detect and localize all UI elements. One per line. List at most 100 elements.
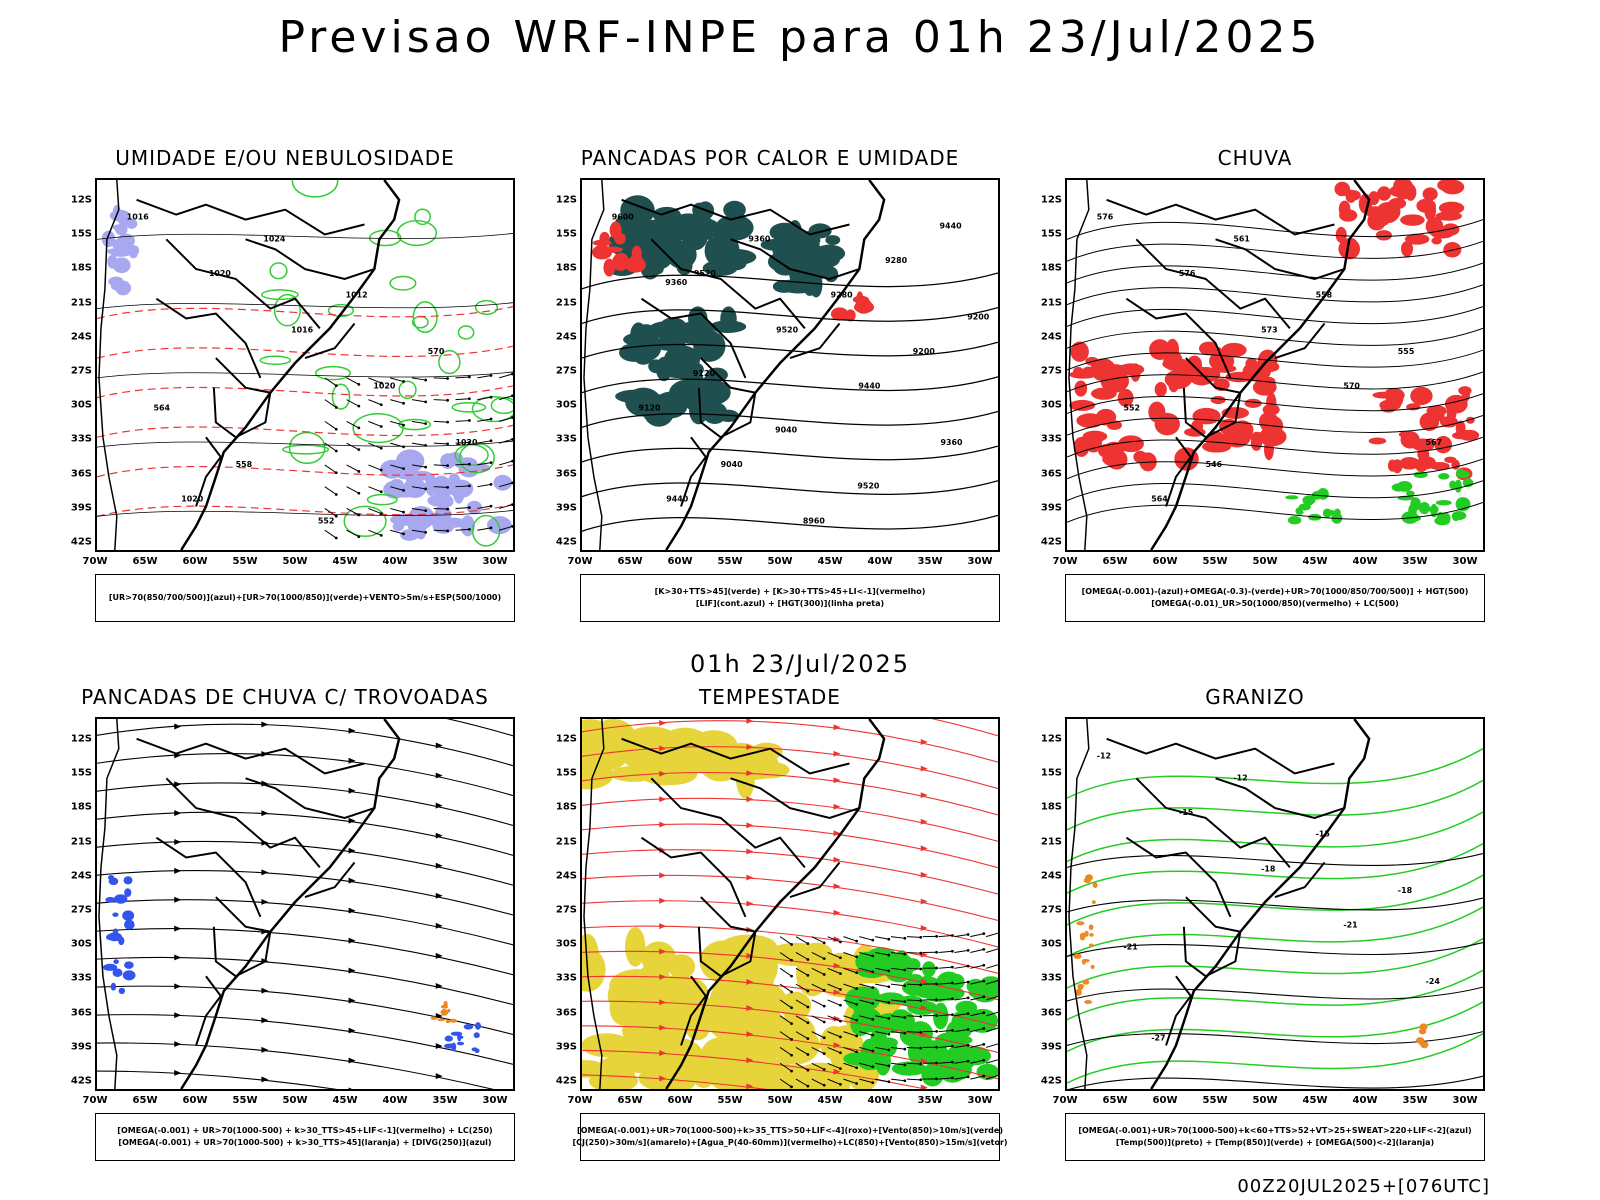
strong-instability-area xyxy=(591,221,646,277)
state-border xyxy=(1165,975,1193,1046)
latitude-tick-label: 36S xyxy=(1040,1007,1062,1019)
contour-label: 9440 xyxy=(666,495,689,504)
panel-title: CHUVA xyxy=(1217,146,1293,170)
contour-label: 9600 xyxy=(612,213,635,222)
state-border xyxy=(155,836,262,918)
latitude-tick-label: 21S xyxy=(1040,297,1062,309)
legend-line: [OMEGA(-0.001) + UR>70(1000-500) + k>30_… xyxy=(118,1138,492,1147)
latitude-tick-label: 12S xyxy=(70,194,92,206)
panel-pancadas-trovoadas: PANCADAS DE CHUVA C/ TROVOADAS 12S 15S 18S 2… xyxy=(50,685,520,1161)
latitude-tick-label: 24S xyxy=(70,870,92,882)
longitude-tick-label: 40W xyxy=(382,1095,408,1106)
longitude-tick-label: 65W xyxy=(132,1095,158,1106)
longitude-tick-label: 50W xyxy=(767,556,793,567)
contour-label: 9360 xyxy=(665,278,688,287)
panel-pancadas-calor: PANCADAS POR CALOR E UMIDADE 12S 15S 18S 21S… xyxy=(535,146,1005,622)
longitude-tick-label: 40W xyxy=(867,556,893,567)
state-border xyxy=(1215,238,1345,280)
legend-box: [OMEGA(-0.001) + UR>70(1000-500) + k>30_… xyxy=(95,1113,515,1161)
west-coastline xyxy=(583,719,605,1089)
longitude-tick-label: 55W xyxy=(232,556,258,567)
panel-title: UMIDADE E/OU NEBULOSIDADE xyxy=(115,146,455,170)
contour-label: 9520 xyxy=(857,482,880,491)
contour-label: 552 xyxy=(318,516,335,525)
longitude-tick-label: 50W xyxy=(1252,1095,1278,1106)
legend-line: [LIF](cont.azul) + [HGT(300)](linha pret… xyxy=(695,599,885,608)
latitude-tick-label: 21S xyxy=(1040,836,1062,848)
latitude-tick-label: 33S xyxy=(70,972,92,984)
latitude-tick-label: 15S xyxy=(555,228,577,240)
longitude-tick-label: 65W xyxy=(617,1095,643,1106)
longitude-axis: 70W 65W 60W 55W 50W 45W 40W 35W 30W xyxy=(1053,556,1485,570)
longitude-tick-label: 65W xyxy=(1102,556,1128,567)
legend-line: [UR>70(850/700/500)](azul)+[UR>70(1000/8… xyxy=(108,593,502,602)
latitude-tick-label: 33S xyxy=(70,433,92,445)
contour-label: 9520 xyxy=(776,325,799,334)
contour-label: 9120 xyxy=(693,369,716,378)
latitude-tick-label: 21S xyxy=(555,297,577,309)
state-border xyxy=(245,238,375,280)
map-plot: 576 576 573 570 567 564 561 558 555 552 546 xyxy=(1067,180,1483,550)
latitude-tick-label: 18S xyxy=(555,262,577,274)
east-coastline xyxy=(180,180,401,550)
contour-label: 9440 xyxy=(858,382,881,391)
contour-label: 9280 xyxy=(885,256,908,265)
longitude-tick-label: 50W xyxy=(767,1095,793,1106)
longitude-tick-label: 60W xyxy=(1152,1095,1178,1106)
state-border xyxy=(195,975,223,1046)
instability-area xyxy=(615,306,747,427)
contour-label: 1016 xyxy=(127,213,150,222)
longitude-tick-label: 70W xyxy=(567,1095,593,1106)
longitude-tick-label: 35W xyxy=(432,556,458,567)
longitude-tick-label: 50W xyxy=(282,556,308,567)
legend-line: [OMEGA(-0.001) + UR>70(1000-500) + k>30_… xyxy=(117,1126,493,1135)
state-border xyxy=(1274,322,1326,360)
humidity-blue-area xyxy=(380,449,513,541)
longitude-tick-label: 40W xyxy=(382,556,408,567)
longitude-tick-label: 65W xyxy=(617,556,643,567)
panel-title: PANCADAS DE CHUVA C/ TROVOADAS xyxy=(81,685,489,709)
contour-label: 570 xyxy=(1343,382,1360,391)
latitude-axis: 12S 15S 18S 21S 24S 27S 30S 33S 36S 39S 42S xyxy=(50,717,92,1091)
latitude-tick-label: 42S xyxy=(555,536,577,548)
contour-label: 570 xyxy=(428,347,445,356)
humidity-blue-area xyxy=(101,204,140,296)
contour-label: 9040 xyxy=(721,460,744,469)
latitude-tick-label: 15S xyxy=(1040,228,1062,240)
hgt300-contours xyxy=(582,272,998,532)
map-area xyxy=(580,717,1000,1091)
longitude-tick-label: 70W xyxy=(567,556,593,567)
latitude-tick-label: 24S xyxy=(1040,870,1062,882)
latitude-tick-label: 30S xyxy=(555,938,577,950)
state-border xyxy=(1182,896,1242,978)
state-border xyxy=(1106,737,1335,775)
contour-label: 1016 xyxy=(291,325,314,334)
latitude-tick-label: 33S xyxy=(555,972,577,984)
longitude-tick-label: 30W xyxy=(1452,1095,1478,1106)
contour-label: 561 xyxy=(1233,234,1250,243)
contour-label: 1024 xyxy=(263,234,286,243)
state-border xyxy=(730,238,860,280)
wind850-area xyxy=(843,947,998,1087)
contour-label: 9280 xyxy=(831,291,854,300)
longitude-tick-label: 70W xyxy=(82,1095,108,1106)
latitude-tick-label: 21S xyxy=(555,836,577,848)
west-coastline xyxy=(98,719,120,1089)
contour-label: 1020 xyxy=(373,382,396,391)
temp850-contours xyxy=(1067,748,1483,1084)
forecast-date: 01h 23/Jul/2025 xyxy=(689,650,911,678)
state-border xyxy=(304,322,356,360)
latitude-axis: 12S 15S 18S 21S 24S 27S 30S 33S 36S 39S 42S xyxy=(1020,717,1062,1091)
longitude-tick-label: 30W xyxy=(967,1095,993,1106)
state-border xyxy=(621,737,850,775)
divergence-area xyxy=(102,875,136,995)
latitude-tick-label: 12S xyxy=(555,194,577,206)
contour-label: 546 xyxy=(1206,460,1223,469)
latitude-tick-label: 21S xyxy=(70,297,92,309)
longitude-tick-label: 55W xyxy=(717,1095,743,1106)
latitude-tick-label: 27S xyxy=(70,365,92,377)
state-border xyxy=(212,357,272,439)
latitude-tick-label: 39S xyxy=(1040,502,1062,514)
map-area: -12 -15 -18 -21 -24 -27 -12 -15 -18 -21 xyxy=(1065,717,1485,1091)
legend-box: [OMEGA(-0.001)+UR>70(1000-500)+k<60+TTS>… xyxy=(1065,1113,1485,1161)
